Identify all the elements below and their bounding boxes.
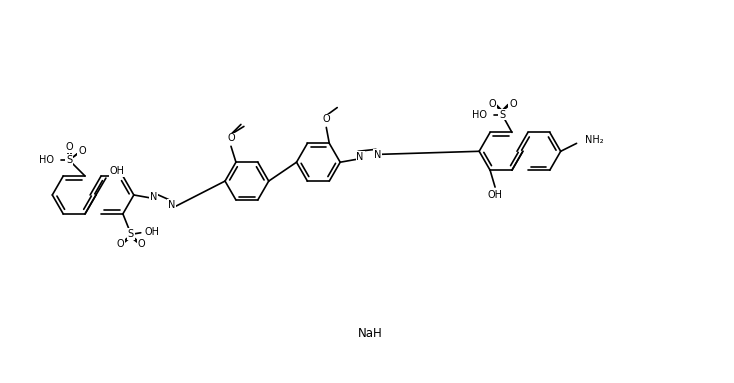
Text: S: S xyxy=(66,155,72,165)
Text: O: O xyxy=(116,239,124,249)
Text: N: N xyxy=(150,192,157,202)
Text: NH₂: NH₂ xyxy=(584,135,603,146)
Text: NaH: NaH xyxy=(357,327,382,340)
Text: O: O xyxy=(228,133,235,143)
Text: O: O xyxy=(322,115,330,124)
Text: O: O xyxy=(65,142,73,152)
Text: HO: HO xyxy=(40,155,54,165)
Text: S: S xyxy=(499,110,505,119)
Text: OH: OH xyxy=(110,166,125,176)
Text: OH: OH xyxy=(145,227,160,237)
Text: O: O xyxy=(488,98,496,109)
Text: O: O xyxy=(509,98,517,109)
Text: S: S xyxy=(128,229,134,239)
Text: N: N xyxy=(357,152,364,162)
Text: HO: HO xyxy=(472,110,487,119)
Text: O: O xyxy=(138,239,145,249)
Text: O: O xyxy=(79,146,86,156)
Text: OH: OH xyxy=(487,190,503,200)
Text: N: N xyxy=(374,150,382,160)
Text: N: N xyxy=(168,200,175,210)
